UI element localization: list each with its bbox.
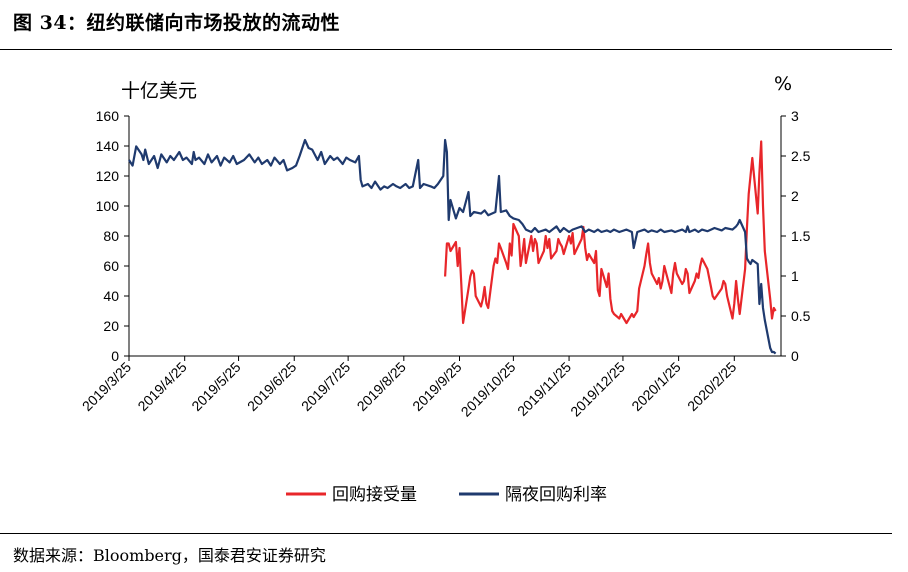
series-lines (128, 138, 777, 355)
left-tick-label: 160 (96, 108, 120, 124)
x-tick-label: 2019/10/25 (458, 359, 519, 420)
axes (128, 116, 782, 357)
left-tick-label: 0 (111, 348, 119, 364)
left-axis-ticks: 0 20 40 60 80 100 120 140 160 (96, 108, 129, 364)
x-tick-label: 2019/7/25 (298, 359, 354, 415)
top-rule (0, 49, 892, 50)
x-tick-label: 2019/8/25 (354, 359, 410, 415)
right-axis-ticks: 0 0.5 1 1.5 2 2.5 3 (781, 108, 811, 364)
left-tick-label: 140 (96, 138, 120, 154)
right-tick-label: 2 (791, 188, 799, 204)
bottom-rule (0, 533, 892, 534)
legend-label: 回购接受量 (332, 485, 417, 505)
figure-title: 图 34：纽约联储向市场投放的流动性 (13, 12, 341, 34)
x-tick-label: 2019/11/25 (514, 359, 574, 419)
right-tick-label: 2.5 (791, 148, 811, 164)
right-axis-unit: % (774, 73, 792, 95)
x-tick-label: 2019/9/25 (409, 359, 465, 415)
right-tick-label: 0.5 (791, 308, 811, 324)
right-tick-label: 0 (791, 348, 799, 364)
x-tick-label: 2020/2/25 (684, 359, 740, 415)
left-tick-label: 120 (96, 168, 120, 184)
legend: 回购接受量 隔夜回购利率 (286, 485, 607, 505)
series-line-1 (444, 140, 777, 325)
x-tick-label: 2019/4/25 (134, 359, 190, 415)
left-tick-label: 80 (103, 228, 119, 244)
x-tick-label: 2019/3/25 (79, 359, 135, 415)
right-tick-label: 1 (791, 268, 799, 284)
series-line-2 (128, 138, 777, 355)
left-tick-label: 20 (103, 318, 119, 334)
source-note: 数据来源：Bloomberg，国泰君安证券研究 (13, 546, 326, 565)
x-tick-label: 2019/12/25 (567, 359, 628, 420)
right-tick-label: 1.5 (791, 228, 811, 244)
left-axis-unit: 十亿美元 (121, 80, 197, 102)
x-tick-label: 2020/1/25 (628, 359, 684, 415)
left-tick-label: 60 (103, 258, 119, 274)
left-tick-label: 40 (103, 288, 119, 304)
x-tick-label: 2019/5/25 (188, 359, 244, 415)
left-tick-label: 100 (96, 198, 120, 214)
x-tick-label: 2019/6/25 (244, 359, 300, 415)
right-tick-label: 3 (791, 108, 799, 124)
legend-label: 隔夜回购利率 (505, 485, 607, 505)
